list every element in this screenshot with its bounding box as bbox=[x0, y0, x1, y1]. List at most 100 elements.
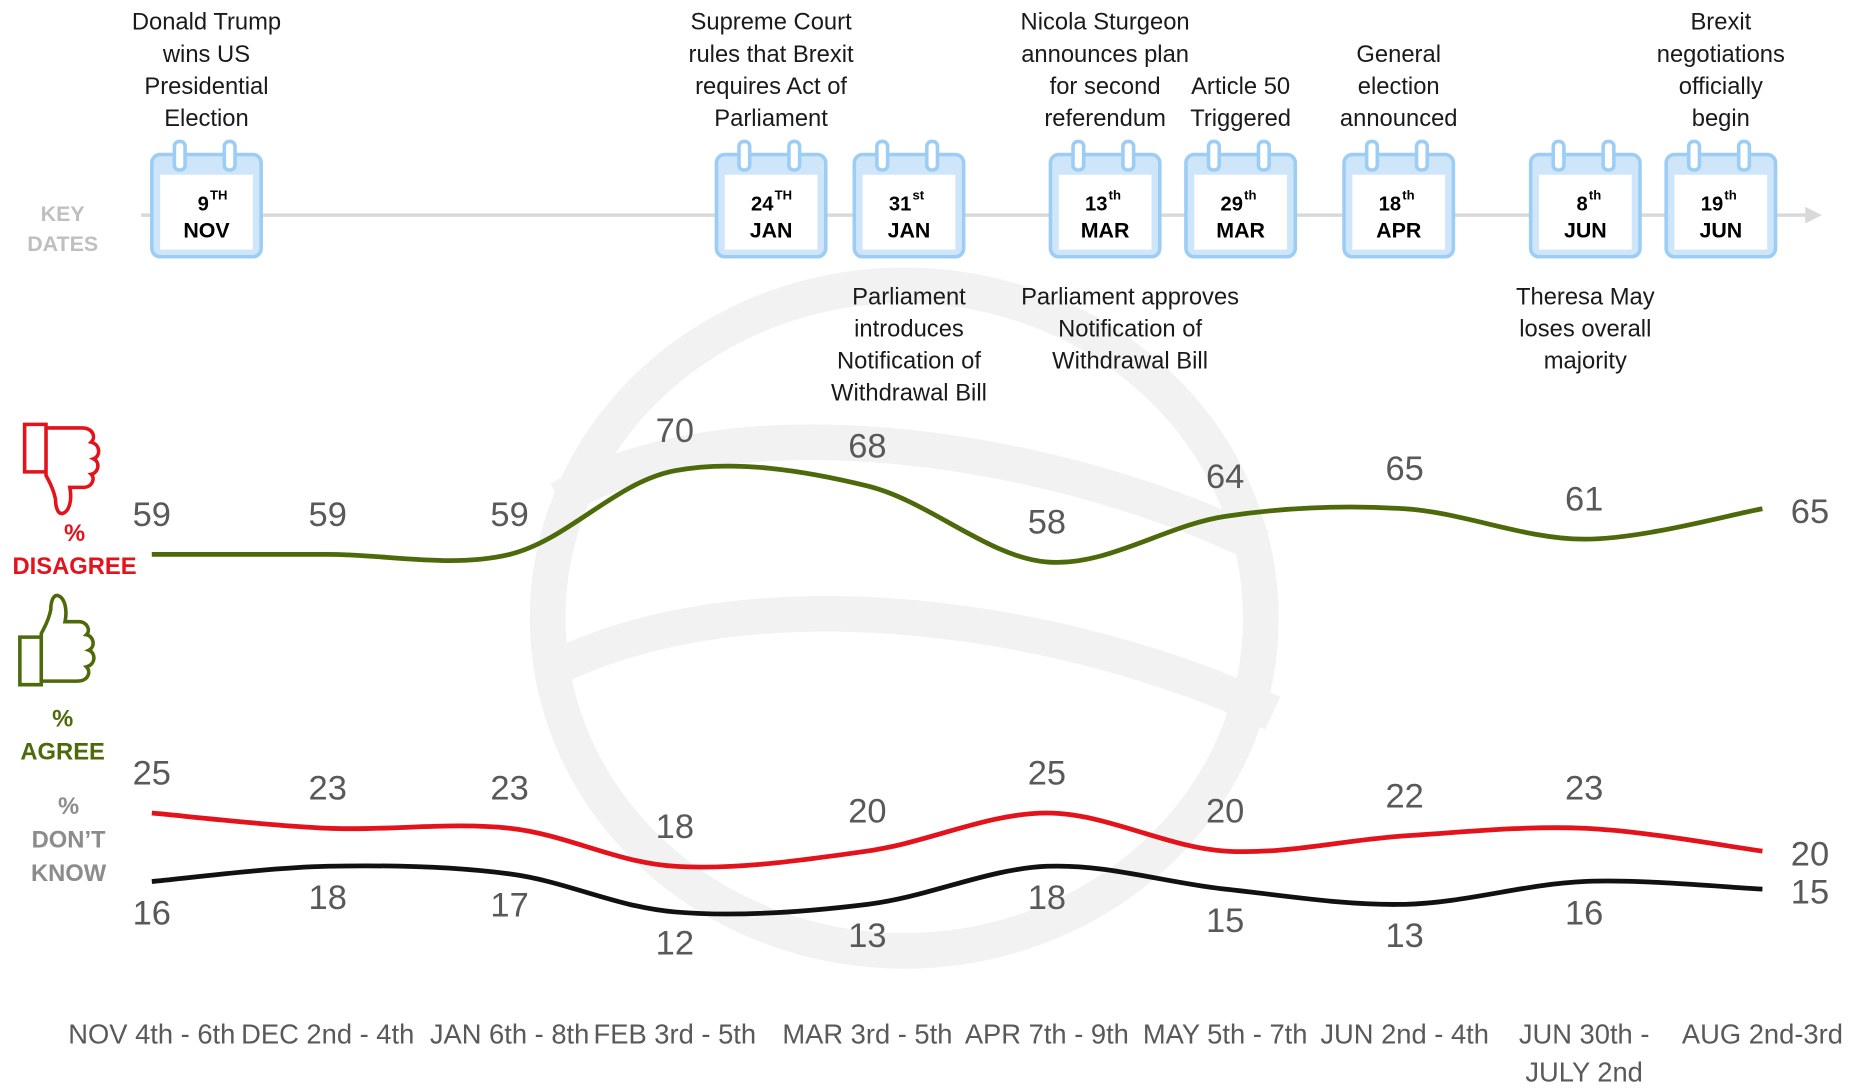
event-day: 13 bbox=[1085, 193, 1107, 215]
series-line bbox=[152, 813, 1763, 867]
event-text: Article 50 bbox=[1191, 73, 1290, 100]
x-tick-label: AUG 2nd-3rd bbox=[1682, 1019, 1843, 1050]
calendar-ring bbox=[1073, 141, 1084, 170]
event-day-suffix: th bbox=[1109, 188, 1121, 203]
value-label: 23 bbox=[1565, 770, 1603, 808]
timeline-arrow bbox=[1805, 207, 1822, 224]
event-text: Parliament approves bbox=[1021, 283, 1239, 310]
value-label: 20 bbox=[848, 793, 886, 831]
value-label: 13 bbox=[848, 917, 886, 955]
value-label: 20 bbox=[1206, 793, 1244, 831]
event-text: Parliament bbox=[852, 283, 966, 310]
value-label: 25 bbox=[1028, 755, 1066, 793]
value-label: 23 bbox=[490, 770, 528, 808]
value-label: 12 bbox=[656, 925, 694, 963]
value-label: 15 bbox=[1791, 873, 1829, 911]
event-text: Parliament bbox=[714, 105, 828, 132]
calendar-ring bbox=[1258, 141, 1269, 170]
event-day: 19 bbox=[1701, 193, 1723, 215]
calendar-ring bbox=[1553, 141, 1564, 170]
event-month: JUN bbox=[1564, 219, 1607, 243]
event-text: Presidential bbox=[144, 73, 268, 100]
value-label: 25 bbox=[133, 755, 171, 793]
event-text: Brexit bbox=[1690, 9, 1751, 36]
calendar-ring bbox=[1123, 141, 1134, 170]
thumbs-up-icon bbox=[20, 595, 94, 684]
event-text: Withdrawal Bill bbox=[1052, 347, 1208, 374]
x-tick-label: APR 7th - 9th bbox=[965, 1019, 1129, 1050]
event-text: loses overall bbox=[1519, 315, 1651, 342]
value-label: 20 bbox=[1791, 835, 1829, 873]
event-text: General bbox=[1356, 41, 1441, 68]
event-day: 18 bbox=[1379, 193, 1401, 215]
value-label: 70 bbox=[656, 412, 694, 450]
event-text: introduces bbox=[854, 315, 964, 342]
event-text: rules that Brexit bbox=[689, 41, 855, 68]
thumbs-down-icon bbox=[25, 424, 99, 513]
event-day: 24 bbox=[751, 193, 774, 215]
event-month: JAN bbox=[750, 219, 793, 243]
value-label: 58 bbox=[1028, 503, 1066, 541]
value-label: 68 bbox=[848, 427, 886, 465]
value-label: 13 bbox=[1385, 917, 1423, 955]
chart: KEYDATES9THNOVDonald Trumpwins USPreside… bbox=[0, 0, 1856, 1090]
event-text: for second bbox=[1050, 73, 1161, 100]
value-label: 18 bbox=[656, 808, 694, 846]
event-day-suffix: th bbox=[1244, 188, 1256, 203]
page: KEYDATES9THNOVDonald Trumpwins USPreside… bbox=[0, 0, 1856, 1090]
value-label: 61 bbox=[1565, 481, 1603, 519]
value-label: 65 bbox=[1791, 493, 1829, 531]
x-tick-label: JUN 2nd - 4th bbox=[1320, 1019, 1489, 1050]
event-day: 31 bbox=[889, 193, 911, 215]
event-text: election bbox=[1358, 73, 1440, 100]
event-day-suffix: TH bbox=[210, 188, 227, 203]
value-label: 65 bbox=[1385, 450, 1423, 488]
event-text: referendum bbox=[1044, 105, 1166, 132]
calendar-ring bbox=[1209, 141, 1220, 170]
value-label: 16 bbox=[133, 894, 171, 932]
value-label: 59 bbox=[309, 496, 347, 534]
value-label: 15 bbox=[1206, 902, 1244, 940]
event-text: announces plan bbox=[1021, 41, 1189, 68]
x-tick-label: JUN 30th -JULY 2nd bbox=[1519, 1019, 1650, 1088]
x-tick-label: NOV 4th - 6th bbox=[68, 1019, 235, 1050]
calendar-ring bbox=[1417, 141, 1428, 170]
event-day-suffix: th bbox=[1589, 188, 1601, 203]
event-day-suffix: st bbox=[913, 188, 925, 203]
legend-label: %DISAGREE bbox=[12, 520, 136, 580]
event-day: 8 bbox=[1576, 193, 1587, 215]
calendar-ring bbox=[877, 141, 888, 170]
event-text: Triggered bbox=[1190, 105, 1291, 132]
x-tick-label: JAN 6th - 8th bbox=[430, 1019, 589, 1050]
series-line bbox=[152, 466, 1763, 562]
event-text: majority bbox=[1544, 347, 1627, 374]
series-line bbox=[152, 866, 1763, 914]
value-label: 22 bbox=[1385, 777, 1423, 815]
event-month: JAN bbox=[888, 219, 931, 243]
event-day: 29 bbox=[1221, 193, 1243, 215]
calendar-ring bbox=[789, 141, 800, 170]
value-label: 17 bbox=[490, 887, 528, 925]
event-month: JUN bbox=[1699, 219, 1742, 243]
event-day-suffix: th bbox=[1402, 188, 1414, 203]
event-text: announced bbox=[1340, 105, 1458, 132]
x-tick-label: DEC 2nd - 4th bbox=[241, 1019, 414, 1050]
calendar-ring bbox=[174, 141, 185, 170]
event-text: Nicola Sturgeon bbox=[1021, 9, 1190, 36]
calendar-ring bbox=[1689, 141, 1700, 170]
calendar-ring bbox=[224, 141, 235, 170]
value-label: 64 bbox=[1206, 458, 1244, 496]
event-text: Notification of bbox=[1058, 315, 1202, 342]
event-text: requires Act of bbox=[695, 73, 847, 100]
event-month: NOV bbox=[183, 219, 230, 243]
event-text: Supreme Court bbox=[691, 9, 853, 36]
legend-label: %AGREE bbox=[20, 705, 105, 765]
event-text: Election bbox=[164, 105, 249, 132]
event-text: wins US bbox=[162, 41, 250, 68]
x-tick-label: FEB 3rd - 5th bbox=[594, 1019, 757, 1050]
event-text: Donald Trump bbox=[132, 9, 281, 36]
event-day-suffix: TH bbox=[775, 188, 792, 203]
event-text: negotiations bbox=[1657, 41, 1785, 68]
value-label: 18 bbox=[309, 879, 347, 917]
calendar-ring bbox=[1367, 141, 1378, 170]
